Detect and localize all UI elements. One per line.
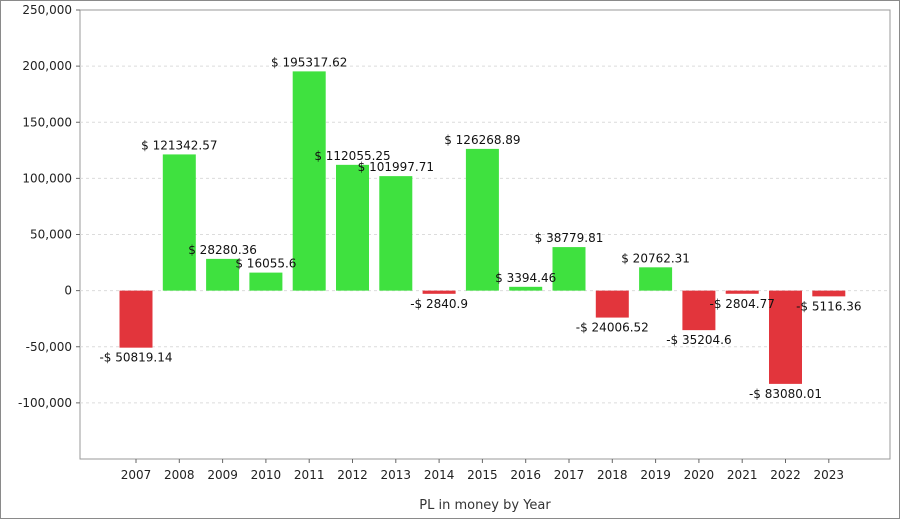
bar-2023 (812, 290, 846, 297)
data-label-2014: -$ 2840.9 (410, 297, 468, 311)
data-labels: -$ 50819.14 $ 121342.57 $ 28280.36$ 16055.… (99, 55, 861, 401)
bar-2019 (639, 267, 673, 291)
data-label-2022: -$ 83080.01 (749, 387, 822, 401)
x-tick-label-2010: 2010 (251, 468, 282, 482)
y-tick-label: 200,000 (22, 59, 72, 73)
y-tick-label: 250,000 (22, 3, 72, 17)
x-tick-label-2023: 2023 (814, 468, 845, 482)
x-tick-label-2007: 2007 (121, 468, 152, 482)
y-tick-label: 0 (64, 284, 72, 298)
data-label-2023: -$ 5116.36 (796, 299, 861, 313)
bar-2016 (509, 286, 543, 291)
data-label-2017: $ 38779.81 (535, 231, 604, 245)
y-tick-label: -100,000 (18, 396, 72, 410)
data-label-2010: $ 16055.6 (235, 257, 296, 271)
bar-2020 (682, 290, 716, 331)
bar-2007 (119, 290, 153, 348)
x-tick-label-2021: 2021 (727, 468, 758, 482)
y-axis: 250,000 200,000 150,000 100,000 50,000 0 -50,0… (18, 3, 80, 410)
x-tick-label-2020: 2020 (684, 468, 715, 482)
x-tick-label-2013: 2013 (381, 468, 412, 482)
y-tick-label: -50,000 (26, 340, 72, 354)
bar-2010 (249, 272, 283, 291)
bar-2012 (336, 164, 369, 291)
x-tick-label-2008: 2008 (164, 468, 195, 482)
x-tick-label-2018: 2018 (597, 468, 628, 482)
bar-2015 (465, 148, 499, 291)
data-label-2020: -$ 35204.6 (666, 333, 731, 347)
data-label-2007: -$ 50819.14 (99, 351, 172, 365)
data-label-2012: $ 112055.25 (314, 149, 390, 163)
x-tick-label-2012: 2012 (337, 468, 368, 482)
data-label-2011: $ 195317.62 (271, 55, 347, 69)
bar-2022 (769, 290, 802, 384)
x-tick-label-2014: 2014 (424, 468, 455, 482)
y-tick-label: 50,000 (30, 228, 72, 242)
data-label-2021: -$ 2804.77 (709, 297, 774, 311)
bar-2011 (292, 71, 326, 291)
x-tick-label-2016: 2016 (510, 468, 541, 482)
bar-2008 (162, 154, 196, 291)
data-label-2008: $ 121342.57 (141, 138, 217, 152)
y-tick-label: 150,000 (22, 115, 72, 129)
x-tick-label-2017: 2017 (554, 468, 585, 482)
x-axis: 2007 2008 2009 2010 2011 2012 2013 2014 2015 2016… (121, 459, 844, 482)
bar-2013 (379, 176, 413, 291)
bar-2014 (422, 290, 456, 294)
x-tick-label-2009: 2009 (207, 468, 238, 482)
data-label-2009: $ 28280.36 (188, 243, 257, 257)
bar-2021 (725, 290, 759, 294)
bars (119, 71, 846, 384)
x-tick-label-2019: 2019 (640, 468, 671, 482)
bar-2018 (595, 290, 629, 318)
x-axis-title: PL in money by Year (419, 498, 551, 513)
y-tick-label: 100,000 (22, 171, 72, 185)
data-label-2019: $ 20762.31 (621, 251, 690, 265)
data-label-2018: -$ 24006.52 (576, 321, 649, 335)
bar-2017 (552, 247, 586, 291)
data-label-2016: $ 3394.46 (495, 271, 556, 285)
data-label-2013: $ 101997.71 (358, 160, 434, 174)
data-label-2015: $ 126268.89 (444, 133, 520, 147)
x-tick-label-2015: 2015 (467, 468, 498, 482)
bar-2009 (206, 258, 240, 291)
x-tick-label-2011: 2011 (294, 468, 325, 482)
x-tick-label-2022: 2022 (770, 468, 801, 482)
